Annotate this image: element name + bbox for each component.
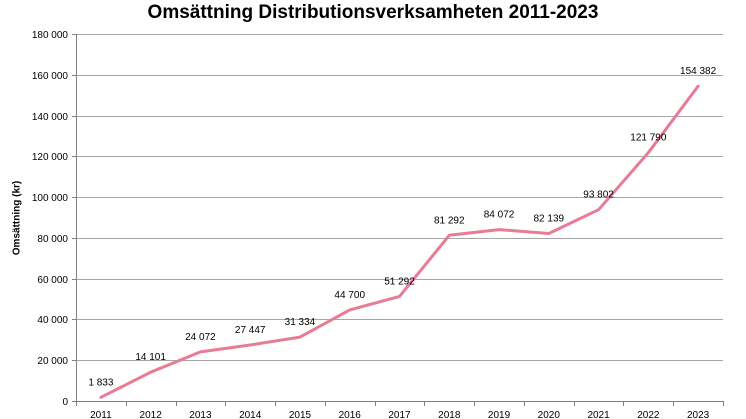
x-tick-label: 2021 bbox=[587, 410, 610, 419]
data-label: 82 139 bbox=[534, 214, 565, 225]
x-tick-label: 2022 bbox=[637, 410, 660, 419]
x-tick-label: 2016 bbox=[339, 410, 362, 419]
x-tick-label: 2012 bbox=[140, 410, 163, 419]
data-label: 154 382 bbox=[680, 66, 717, 77]
data-label: 27 447 bbox=[235, 325, 266, 336]
chart-title: Omsättning Distributionsverksamheten 201… bbox=[147, 2, 599, 23]
y-tick-label: 120 000 bbox=[32, 152, 69, 163]
x-tick-label: 2020 bbox=[538, 410, 561, 419]
x-tick-label: 2011 bbox=[90, 410, 112, 419]
x-tick-label: 2018 bbox=[438, 410, 461, 419]
data-label: 14 101 bbox=[135, 352, 166, 363]
x-tick-label: 2023 bbox=[687, 410, 710, 419]
series-line bbox=[99, 84, 700, 399]
x-tick-label: 2015 bbox=[289, 410, 312, 419]
data-label: 31 334 bbox=[285, 317, 316, 328]
y-tick-label: 40 000 bbox=[37, 315, 68, 326]
y-tick-label: 180 000 bbox=[32, 30, 69, 41]
y-tick-label: 140 000 bbox=[32, 112, 69, 123]
y-tick-label: 80 000 bbox=[37, 234, 68, 245]
data-label: 51 292 bbox=[384, 276, 415, 287]
data-label: 81 292 bbox=[434, 215, 465, 226]
data-label: 24 072 bbox=[185, 332, 216, 343]
x-tick-label: 2019 bbox=[488, 410, 511, 419]
y-tick-label: 160 000 bbox=[32, 71, 69, 82]
y-tick-label: 100 000 bbox=[32, 193, 69, 204]
y-tick-label: 20 000 bbox=[37, 356, 68, 367]
data-label: 84 072 bbox=[484, 210, 515, 221]
y-tick-label: 60 000 bbox=[37, 275, 68, 286]
data-label: 1 833 bbox=[88, 377, 113, 388]
data-label: 44 700 bbox=[334, 290, 365, 301]
x-tick-label: 2017 bbox=[388, 410, 411, 419]
x-tick-label: 2014 bbox=[239, 410, 262, 419]
data-label: 121 790 bbox=[630, 133, 667, 144]
y-tick-label: 0 bbox=[62, 397, 68, 408]
data-label: 93 802 bbox=[583, 190, 614, 201]
x-tick-label: 2013 bbox=[189, 410, 212, 419]
